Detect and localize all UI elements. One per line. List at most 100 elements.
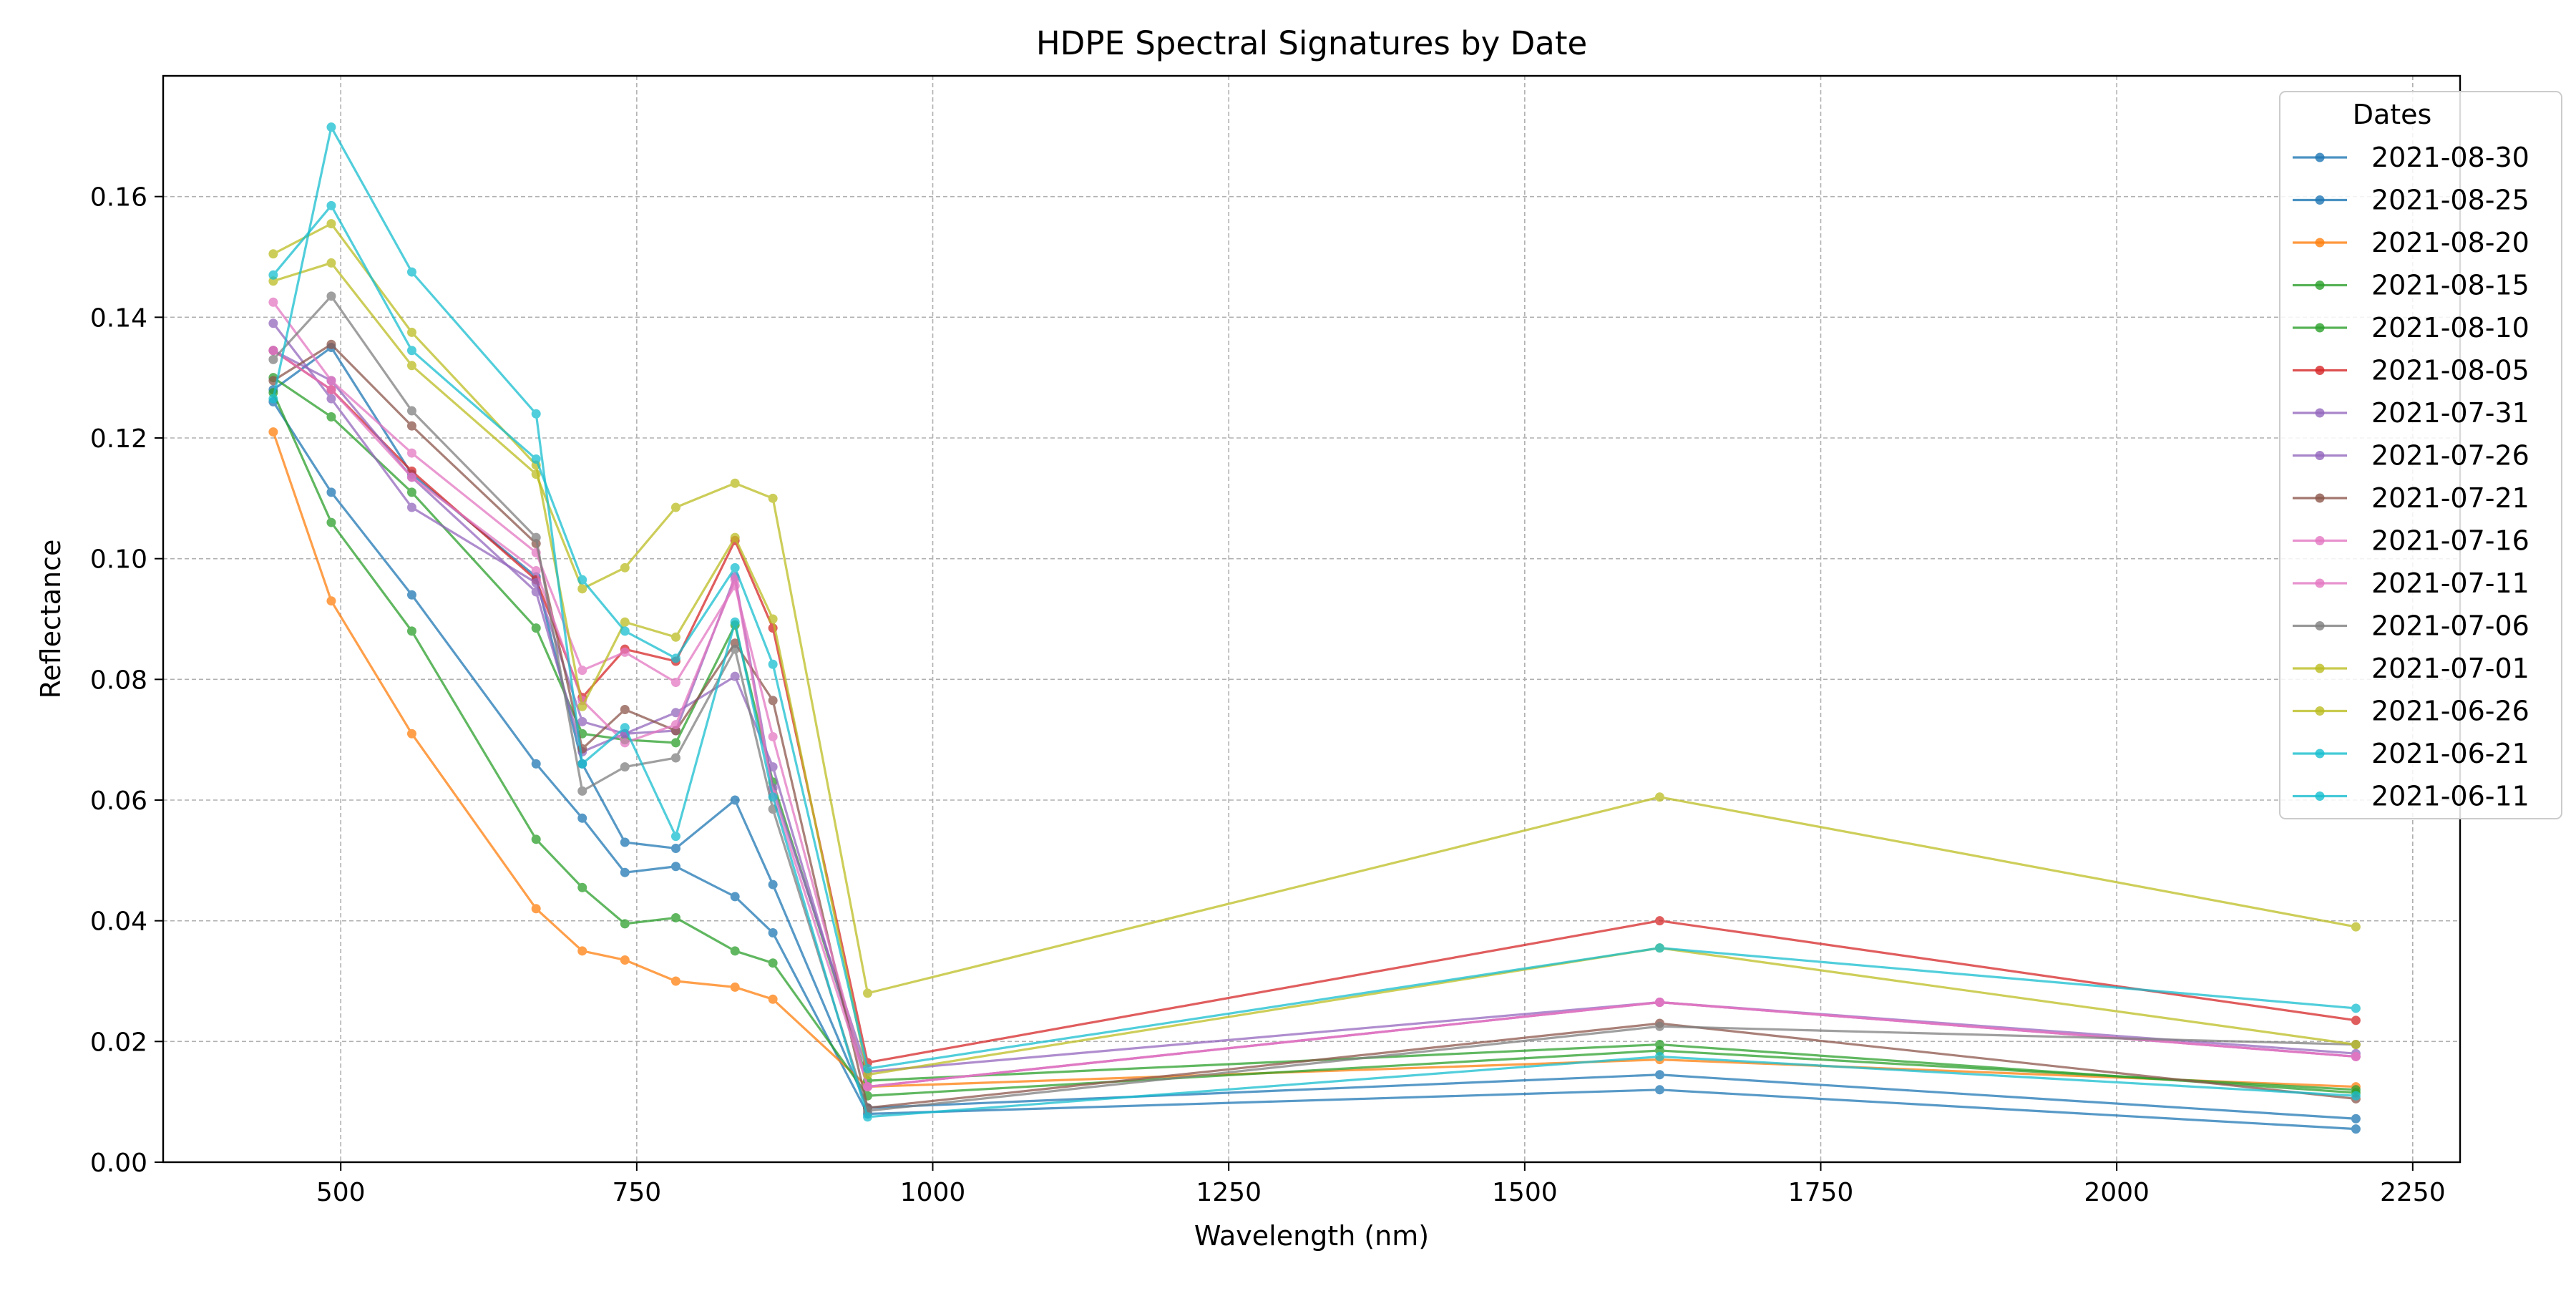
y-tick-label: 0.02 (90, 1028, 147, 1057)
legend-label: 2021-08-15 (2371, 270, 2529, 301)
legend-label: 2021-07-26 (2371, 440, 2529, 472)
series-line (272, 349, 2356, 1064)
data-point (768, 696, 778, 706)
data-point (577, 584, 587, 594)
legend-swatch-marker (2315, 408, 2325, 418)
series-line (272, 346, 2356, 1120)
data-point (531, 623, 541, 633)
data-point (406, 346, 416, 356)
data-point (326, 487, 336, 497)
data-point (670, 653, 680, 663)
data-point (577, 813, 587, 823)
x-tick-label: 500 (316, 1178, 366, 1207)
data-point (1654, 1021, 1664, 1031)
data-point (730, 562, 740, 573)
legend-swatch-marker (2315, 366, 2325, 375)
data-point (268, 354, 278, 364)
y-tick-label: 0.04 (90, 907, 147, 937)
legend-swatch-marker (2315, 791, 2325, 801)
data-point (730, 795, 740, 805)
data-point (268, 318, 278, 328)
data-point (577, 575, 587, 585)
legend-swatch-marker (2315, 749, 2325, 759)
data-point (406, 487, 416, 497)
data-point (577, 666, 587, 676)
legend-label: 2021-07-11 (2371, 567, 2529, 599)
legend-box (2279, 91, 2562, 819)
x-tick-label: 1250 (1196, 1178, 1262, 1207)
data-point (768, 880, 778, 890)
data-point (670, 678, 680, 688)
data-point (531, 587, 541, 597)
data-point (268, 249, 278, 259)
legend-swatch-marker (2315, 493, 2325, 503)
data-point (577, 946, 587, 956)
legend-item: 2021-07-01 (2293, 653, 2529, 684)
x-tick-label: 1000 (900, 1178, 966, 1207)
legend-item: 2021-06-11 (2293, 781, 2529, 812)
data-point (2351, 1051, 2361, 1061)
data-point (531, 454, 541, 464)
data-point (670, 753, 680, 763)
legend: Dates 2021-08-30 2021-08-25 2021-08-20 2021-… (2279, 91, 2562, 819)
data-point (768, 994, 778, 1004)
data-point (326, 200, 336, 210)
data-point (1654, 916, 1664, 926)
data-point (326, 339, 336, 349)
data-point (620, 705, 630, 714)
series-2021-06-11 (268, 122, 2361, 1122)
legend-label: 2021-07-31 (2371, 397, 2529, 429)
data-point (768, 659, 778, 669)
data-point (268, 394, 278, 404)
data-point (730, 892, 740, 902)
series-line (272, 295, 2356, 1112)
data-point (670, 632, 680, 642)
data-point (620, 837, 630, 847)
legend-title: Dates (2353, 99, 2432, 130)
data-point (326, 376, 336, 386)
legend-label: 2021-08-30 (2371, 142, 2529, 173)
data-point (670, 502, 680, 512)
data-point (863, 988, 873, 998)
series-line (272, 392, 2356, 1097)
data-point (406, 361, 416, 371)
data-point (620, 562, 630, 573)
data-point (620, 919, 630, 929)
legend-item: 2021-07-06 (2293, 610, 2529, 642)
legend-label: 2021-07-21 (2371, 482, 2529, 514)
legend-label: 2021-06-11 (2371, 781, 2529, 812)
data-point (531, 469, 541, 479)
data-point (730, 644, 740, 654)
data-point (406, 502, 416, 512)
legend-swatch-marker (2315, 195, 2325, 205)
data-point (730, 617, 740, 627)
legend-item: 2021-08-10 (2293, 312, 2529, 344)
data-point (863, 1063, 873, 1073)
series-line (272, 376, 2356, 1094)
data-point (268, 427, 278, 437)
data-point (670, 720, 680, 730)
legend-swatch-marker (2315, 323, 2325, 333)
legend-item: 2021-07-21 (2293, 482, 2529, 514)
data-point (406, 626, 416, 636)
series-line (273, 223, 2356, 1076)
legend-item: 2021-07-26 (2293, 440, 2529, 472)
data-point (1654, 998, 1664, 1008)
data-point (577, 716, 587, 726)
legend-label: 2021-07-01 (2371, 653, 2529, 684)
data-point (768, 731, 778, 741)
y-tick-label: 0.14 (90, 303, 147, 333)
data-point (730, 575, 740, 585)
legend-item: 2021-08-30 (2293, 142, 2529, 173)
data-point (531, 566, 541, 576)
data-point (2351, 1040, 2361, 1050)
data-point (730, 532, 740, 542)
legend-label: 2021-08-20 (2371, 227, 2529, 258)
data-point (326, 291, 336, 301)
data-point (670, 976, 680, 986)
legend-label: 2021-08-10 (2371, 312, 2529, 344)
data-point (2351, 1003, 2361, 1013)
data-point (620, 723, 630, 733)
legend-item: 2021-07-16 (2293, 525, 2529, 557)
